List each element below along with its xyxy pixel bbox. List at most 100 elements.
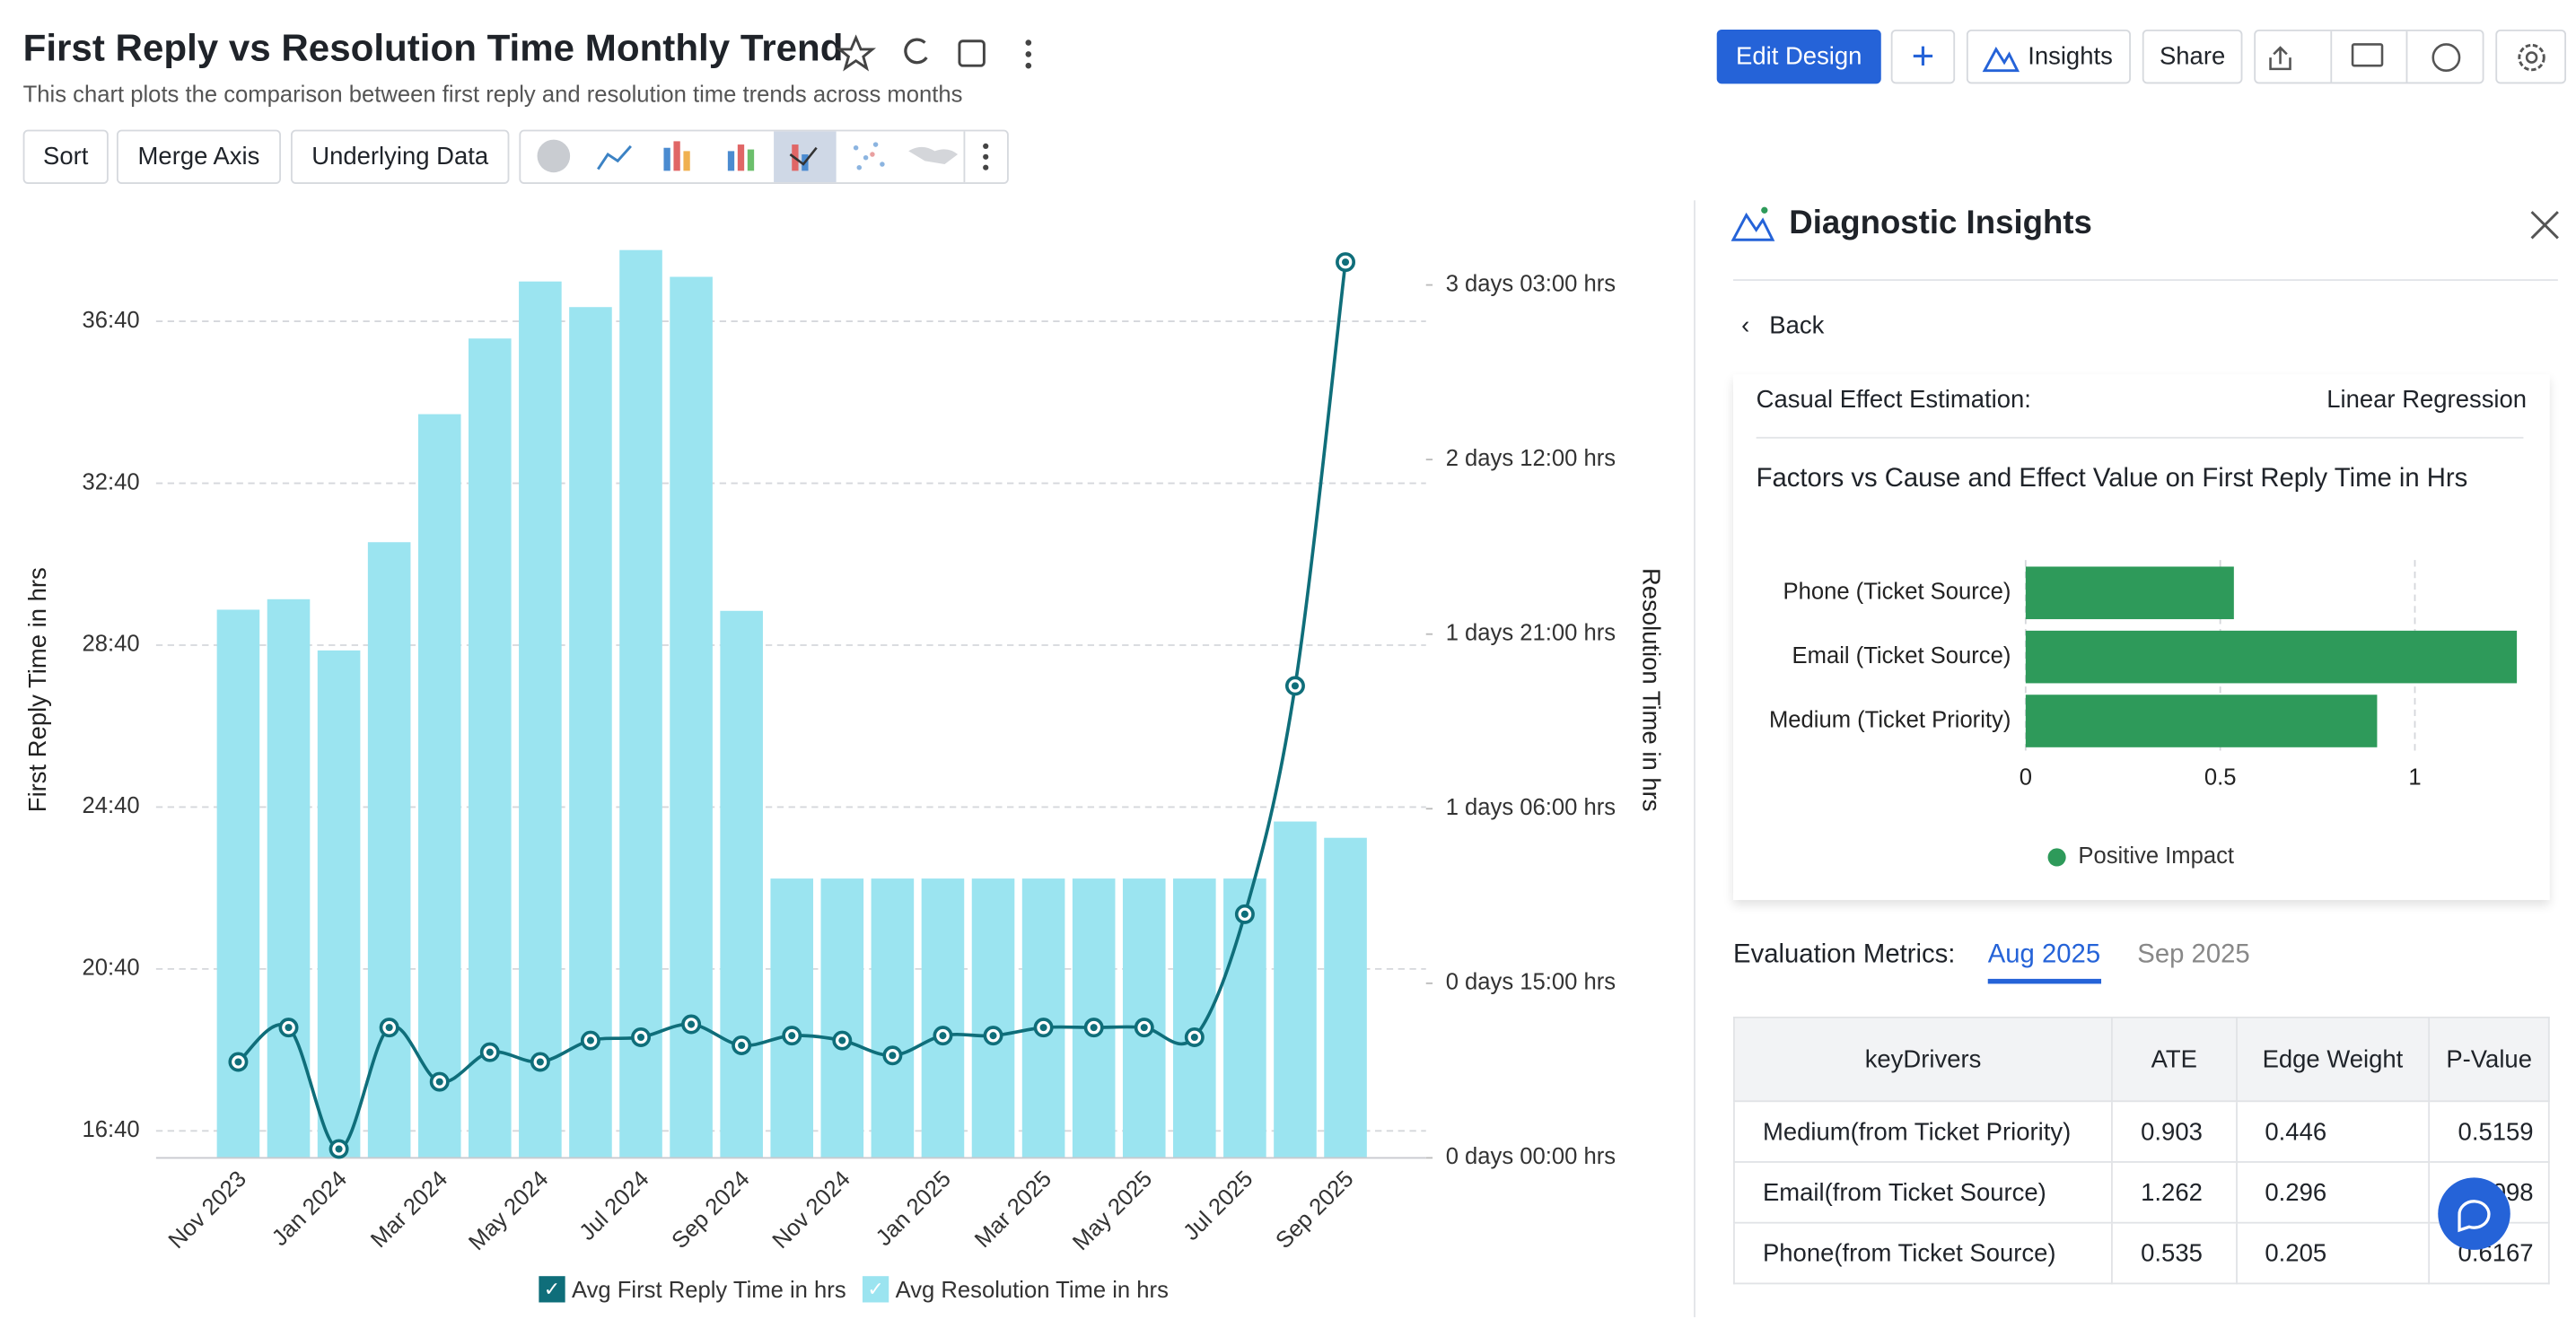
x-tick-label: Jan 2025 xyxy=(872,1166,956,1251)
y2-tick-label: 2 days 12:00 hrs xyxy=(1446,446,1616,471)
bar xyxy=(619,249,662,1158)
add-button[interactable]: + xyxy=(1890,29,1956,84)
insights-icon xyxy=(1982,46,2020,73)
y-tick-label: 28:40 xyxy=(82,632,139,657)
chat-button[interactable] xyxy=(2436,1176,2511,1252)
insights-label: Insights xyxy=(2028,42,2113,71)
bar xyxy=(1173,878,1216,1158)
bar xyxy=(971,878,1015,1158)
refresh-icon[interactable] xyxy=(904,38,928,65)
tab[interactable]: Sep 2025 xyxy=(2137,940,2250,969)
chart-title: First Reply vs Resolution Time Monthly T… xyxy=(22,26,844,69)
table-cell: Phone(from Ticket Source) xyxy=(1733,1221,2114,1285)
more-dot xyxy=(1025,51,1032,57)
bar xyxy=(871,878,915,1158)
chart-type-group xyxy=(519,129,1009,185)
line-marker-dot xyxy=(989,1032,997,1040)
y-tick-label: 36:40 xyxy=(82,308,139,333)
x-tick-label: 0 xyxy=(2020,764,2032,790)
line-marker-dot xyxy=(939,1032,947,1040)
bar xyxy=(317,650,361,1158)
merge-axis-button[interactable]: Merge Axis xyxy=(116,129,281,185)
map-type-icon[interactable] xyxy=(908,146,959,165)
table-row: Phone(from Ticket Source) 0.535 0.205 0.616… xyxy=(1733,1221,2550,1285)
x-tick-label: Mar 2025 xyxy=(970,1166,1056,1253)
line-marker-dot xyxy=(889,1052,897,1060)
line-marker-dot xyxy=(1190,1033,1198,1041)
table-cell: 0.535 xyxy=(2111,1221,2238,1285)
chart-type-icons xyxy=(537,131,989,183)
card-divider xyxy=(1756,436,2524,439)
bar xyxy=(519,281,562,1158)
table-cell: 0.296 xyxy=(2235,1161,2431,1224)
bar xyxy=(267,598,311,1158)
panel-divider xyxy=(1694,200,1695,1317)
more-dot[interactable] xyxy=(1025,39,1032,46)
y-tick-label: Phone (Ticket Source) xyxy=(1783,580,2011,605)
legend-item[interactable]: ✓ Avg First Reply Time in hrs xyxy=(539,1276,846,1303)
bar xyxy=(1324,837,1367,1158)
title-icons xyxy=(836,34,1032,72)
scatter-type-icon[interactable] xyxy=(853,142,885,170)
bar xyxy=(2025,566,2234,620)
bar xyxy=(720,610,763,1158)
factor-chart: Factors vs Cause and Effect Value on Fir… xyxy=(1757,463,2518,869)
bar xyxy=(921,878,965,1158)
underlying-data-button[interactable]: Underlying Data xyxy=(290,129,510,185)
bar xyxy=(670,276,713,1158)
y2-axis-title: Resolution Time in hrs xyxy=(1637,568,1665,811)
table-cell: Medium(from Ticket Priority) xyxy=(1733,1100,2114,1163)
settings-button[interactable] xyxy=(2495,29,2567,84)
bar xyxy=(820,878,864,1158)
favorite-icon[interactable] xyxy=(836,34,877,72)
stacked-type-icon[interactable] xyxy=(727,144,755,171)
action-group xyxy=(2254,29,2484,84)
bar-type-icon[interactable] xyxy=(663,141,690,171)
x-tick-label: May 2025 xyxy=(1068,1166,1157,1255)
save-icon[interactable] xyxy=(958,39,986,67)
bar xyxy=(569,307,612,1158)
x-tick-label: Jul 2025 xyxy=(1178,1166,1257,1245)
x-tick-label: Mar 2024 xyxy=(366,1166,452,1253)
table-cell: 0.205 xyxy=(2235,1221,2431,1285)
y2-tick-label: 1 days 06:00 hrs xyxy=(1446,795,1616,820)
pie-type-icon[interactable] xyxy=(537,139,571,173)
x-tick-label: Sep 2024 xyxy=(667,1166,754,1254)
line-marker-dot xyxy=(838,1036,846,1044)
line-marker-dot xyxy=(536,1058,544,1066)
x-tick-label: Nov 2024 xyxy=(767,1166,854,1254)
table-header-cell: ATE xyxy=(2111,1016,2238,1103)
y-tick-label: 24:40 xyxy=(82,793,139,818)
alarm-icon[interactable] xyxy=(2431,43,2461,72)
line-marker-dot xyxy=(435,1078,443,1086)
table-header-cell: P-Value xyxy=(2428,1016,2550,1103)
back-arrow: ‹ xyxy=(1741,311,1750,340)
more-icon[interactable] xyxy=(983,143,989,170)
comment-icon[interactable] xyxy=(2351,43,2384,67)
more-dot xyxy=(1025,62,1032,69)
share-button[interactable]: Share xyxy=(2142,29,2243,84)
tab-active[interactable]: Aug 2025 xyxy=(1987,941,2101,984)
legend-item[interactable]: ✓ Avg Resolution Time in hrs xyxy=(862,1276,1169,1303)
close-icon[interactable] xyxy=(2528,208,2562,241)
insights-button[interactable]: Insights xyxy=(1966,29,2131,84)
table-row: Email(from Ticket Source)1.2620.2960.309… xyxy=(1733,1161,2550,1224)
x-tick-label: 1 xyxy=(2408,764,2421,790)
y2-tick-label: 3 days 03:00 hrs xyxy=(1446,271,1616,296)
line-marker-dot xyxy=(1090,1024,1098,1032)
table-row: Medium(from Ticket Priority) 0.903 0.446 0.… xyxy=(1733,1100,2550,1163)
line-marker-dot xyxy=(1039,1024,1047,1032)
export-icon[interactable] xyxy=(2269,46,2291,71)
y2-tick-label: 0 days 15:00 hrs xyxy=(1446,970,1616,995)
line-marker-dot xyxy=(738,1041,746,1050)
sort-button[interactable]: Sort xyxy=(22,129,109,185)
line-type-icon[interactable] xyxy=(597,144,632,170)
line-marker-dot xyxy=(586,1036,594,1044)
legend-label: Avg First Reply Time in hrs xyxy=(571,1276,846,1303)
y-tick-label: Email (Ticket Source) xyxy=(1792,643,2011,668)
line-marker-dot xyxy=(1291,682,1299,690)
back-link[interactable]: ‹ Back xyxy=(1741,312,1824,340)
legend-swatch xyxy=(2047,848,2066,867)
edit-design-button[interactable]: Edit Design xyxy=(1716,29,1881,84)
